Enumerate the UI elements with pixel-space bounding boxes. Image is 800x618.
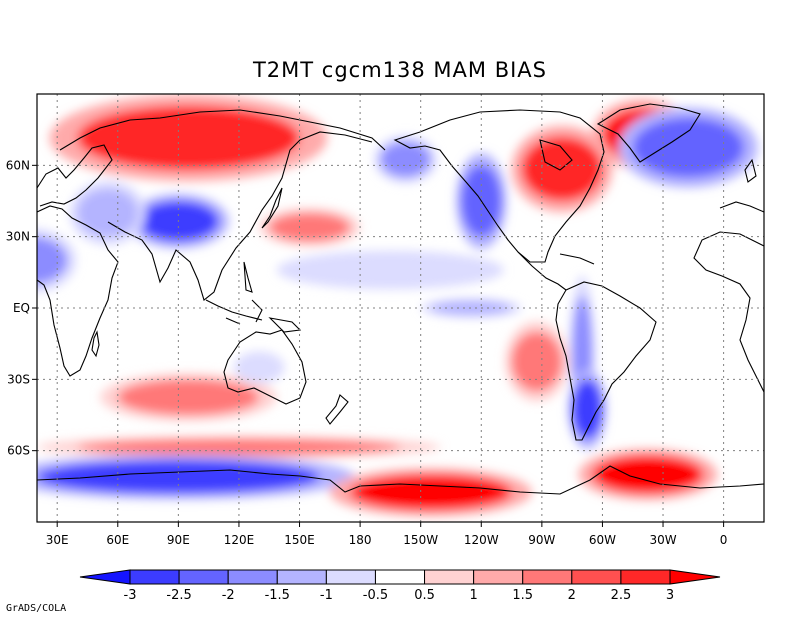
bias-region	[117, 379, 260, 415]
coast-indonesia	[205, 299, 302, 333]
coast-uk	[744, 158, 757, 183]
coast-japan	[261, 187, 283, 229]
colorbar-label: -3	[124, 588, 137, 603]
bias-region	[350, 474, 512, 511]
coast-south-america	[555, 281, 657, 441]
colorbar: -3 -2.5 -2 -1.5 -1 -0.5 0.5 1 1.5 2 2.5 3	[79, 569, 721, 603]
colorbar-box	[129, 569, 180, 585]
bias-region	[299, 255, 482, 285]
x-tick-label: 60W	[589, 533, 616, 547]
x-tick-label: 120W	[464, 533, 499, 547]
colorbar-label: 1	[469, 588, 477, 603]
coast-central-america	[517, 251, 567, 291]
x-tick-label: 180	[349, 533, 372, 547]
colorbar-arrow-left	[79, 569, 131, 585]
colorbar-box	[620, 569, 671, 585]
y-tick-label: 30N	[6, 230, 30, 244]
bias-region	[238, 355, 280, 380]
coast-europe	[37, 144, 113, 207]
y-axis: 60N 30N EQ 30S 60S	[6, 158, 37, 458]
bias-region	[37, 236, 68, 284]
bias-region	[592, 455, 704, 494]
colorbar-label: 3	[666, 588, 674, 603]
y-tick-label: 30S	[7, 372, 30, 386]
colorbar-box	[276, 569, 327, 585]
colorbar-label: -2	[222, 588, 235, 603]
coast-antarctica	[37, 465, 764, 495]
y-tick-label: 60S	[7, 444, 30, 458]
colorbar-label: -1.5	[265, 588, 290, 603]
coast-south-asia	[107, 131, 373, 301]
colorbar-box	[178, 569, 229, 585]
colorbar-label: 2.5	[611, 588, 632, 603]
bias-region	[430, 300, 512, 316]
coast-north-america	[393, 109, 605, 263]
x-tick-label: 0	[720, 533, 728, 547]
y-tick-label: EQ	[13, 301, 30, 315]
colorbar-label: -2.5	[166, 588, 191, 603]
bias-region	[269, 212, 351, 242]
coast-newzealand	[325, 394, 349, 425]
coast-madagascar	[91, 330, 100, 358]
colorbar-box	[571, 569, 622, 585]
colorbar-label: 2	[568, 588, 576, 603]
colorbar-label: 1.5	[512, 588, 533, 603]
x-tick-label: 150W	[403, 533, 438, 547]
colorbar-box	[325, 569, 376, 585]
bias-region	[77, 438, 401, 456]
x-axis: 30E 60E 90E 120E 150E 180 150W 120W 90W 60W 30W 0	[46, 522, 728, 547]
coast-cuba	[559, 253, 595, 265]
x-tick-label: 60E	[106, 533, 129, 547]
figure-title: T2MT cgcm138 MAM BIAS	[252, 58, 548, 82]
coast-africa	[37, 205, 119, 377]
colorbar-label: -1	[320, 588, 333, 603]
bias-region	[511, 331, 563, 392]
grid-lines	[37, 94, 764, 522]
coast-greenland	[596, 103, 701, 163]
coast-arctic-eurasia	[59, 109, 386, 151]
colorbar-label: 0.5	[414, 588, 435, 603]
coast-iberia	[719, 201, 764, 213]
colorbar-box	[424, 569, 475, 585]
coastlines	[37, 103, 764, 495]
x-tick-label: 120E	[224, 533, 255, 547]
colorbar-arrow-right	[669, 569, 721, 585]
bias-region	[37, 460, 320, 494]
bias-region	[632, 117, 744, 178]
x-tick-label: 90W	[528, 533, 555, 547]
colorbar-box	[227, 569, 278, 585]
colorbar-label: -0.5	[363, 588, 388, 603]
bias-region	[380, 141, 431, 178]
colorbar-box	[522, 569, 573, 585]
x-tick-label: 90E	[167, 533, 190, 547]
coast-west-africa	[693, 231, 764, 393]
y-tick-label: 60N	[6, 158, 30, 172]
colorbar-box	[374, 569, 426, 585]
x-tick-label: 30E	[46, 533, 69, 547]
colorbar-box	[473, 569, 524, 585]
x-tick-label: 150E	[284, 533, 315, 547]
coast-philippines	[243, 261, 253, 293]
x-tick-label: 30W	[649, 533, 676, 547]
credit-text: GrADS/COLA	[6, 603, 67, 614]
bias-region	[77, 189, 138, 237]
bias-region	[572, 379, 603, 439]
coast-australia	[223, 329, 307, 405]
bias-region	[77, 105, 300, 171]
